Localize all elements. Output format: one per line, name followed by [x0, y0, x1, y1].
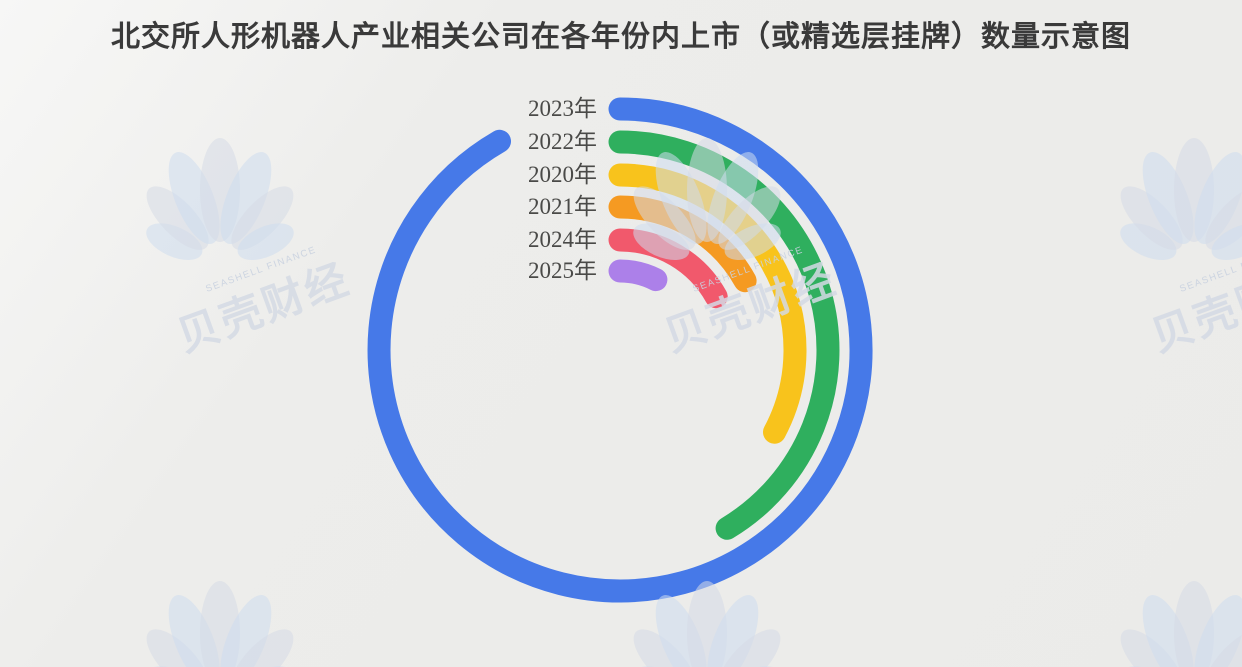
year-label: 2022年	[528, 129, 597, 155]
arc-2025年	[608, 259, 668, 292]
chart-title: 北交所人形机器人产业相关公司在各年份内上市（或精选层挂牌）数量示意图	[110, 21, 1131, 53]
year-label: 2025年	[528, 258, 597, 284]
year-label: 2020年	[528, 162, 597, 188]
year-label: 2023年	[528, 96, 597, 122]
arc-2023年	[367, 97, 873, 603]
year-label: 2021年	[528, 194, 597, 220]
year-label: 2024年	[528, 227, 597, 253]
